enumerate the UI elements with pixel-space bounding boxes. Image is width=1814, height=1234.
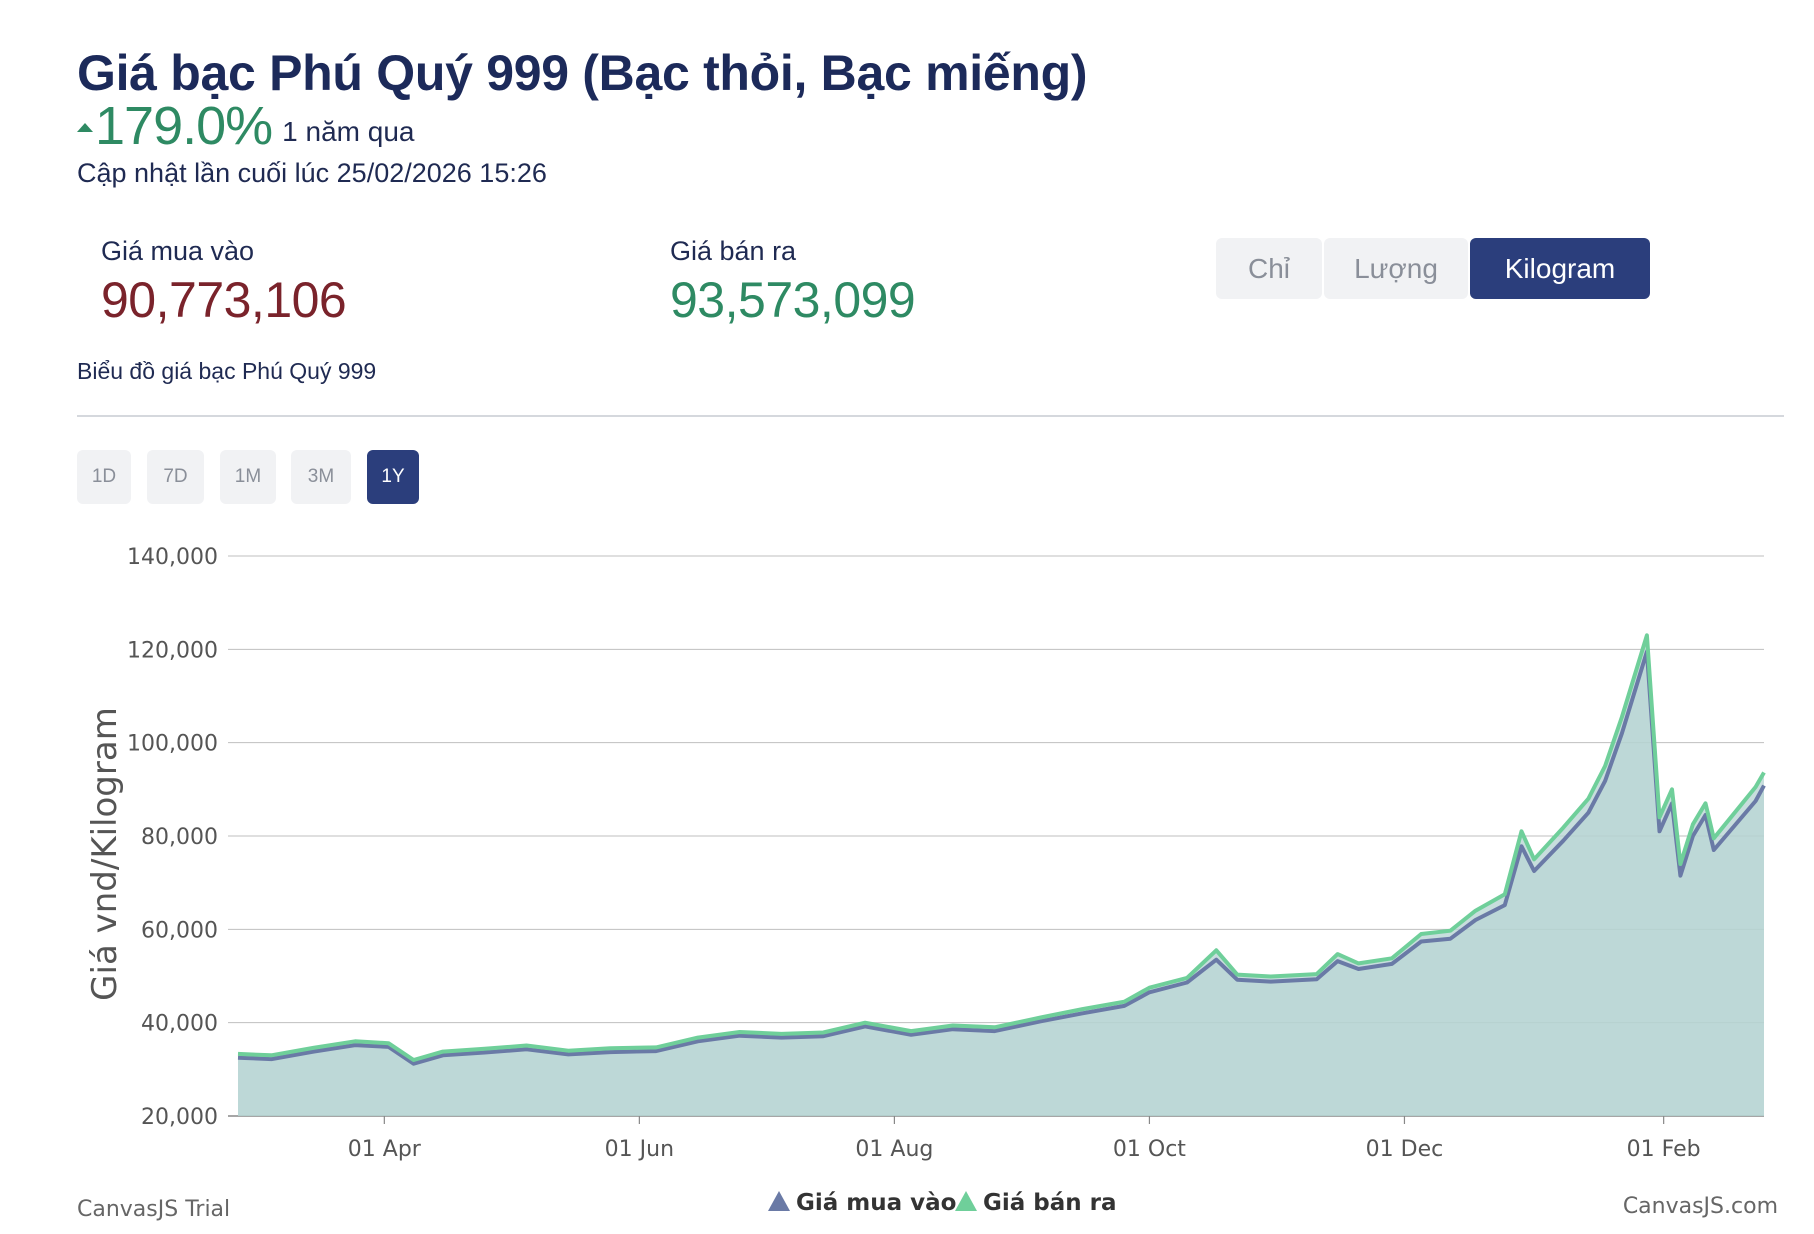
buy-price-label: Giá mua vào [101,236,255,266]
y-tick-label: 20,000 [141,1105,218,1130]
credit-left: CanvasJS Trial [77,1197,230,1222]
y-tick-label: 120,000 [127,638,218,663]
buy-price-block: Giá mua vào 90,773,106 [101,236,347,329]
unit-tab-kilogram[interactable]: Kilogram [1470,238,1650,299]
last-updated: Cập nhật lần cuối lúc 25/02/2026 15:26 [77,158,547,188]
change-period: 1 năm qua [282,116,415,147]
credit-right[interactable]: CanvasJS.com [1623,1194,1778,1219]
chart-caption: Biểu đồ giá bạc Phú Quý 999 [77,358,377,384]
price-chart: 20,000 40,000 60,000 80,000 100,000 120,000 14… [77,545,1778,1222]
sell-price-label: Giá bán ra [670,236,797,266]
x-tick-label: 01 Oct [1113,1137,1186,1162]
y-tick-label: 140,000 [127,545,218,570]
chart-area-layer [238,635,1764,1116]
legend-label-buy[interactable]: Giá mua vào [796,1190,956,1216]
x-tick-label: 01 Feb [1627,1137,1701,1162]
range-tab-1d[interactable]: 1D [77,450,131,504]
sell-price-block: Giá bán ra 93,573,099 [670,236,916,329]
y-tick-label: 40,000 [141,1012,218,1037]
change-percent: 179.0% [95,96,273,156]
divider [77,415,1784,417]
up-arrow-icon [77,123,93,132]
y-tick-label: 80,000 [141,825,218,850]
y-tick-label: 60,000 [141,918,218,943]
buy-price-value: 90,773,106 [101,272,347,328]
unit-tab-chi[interactable]: Chỉ [1216,238,1322,299]
series-line-buy [237,649,1766,1066]
price-change: 179.0% 1 năm qua [77,98,414,154]
sell-price-value: 93,573,099 [670,272,916,328]
area-fill-buy [238,651,1764,1116]
range-tab-1y[interactable]: 1Y [367,450,419,504]
page-title: Giá bạc Phú Quý 999 (Bạc thỏi, Bạc miếng… [77,45,1088,101]
chart-legend: Giá mua vào Giá bán ra [768,1190,1117,1216]
legend-label-sell[interactable]: Giá bán ra [983,1190,1117,1216]
legend-marker-sell [955,1191,977,1211]
range-tab-3m[interactable]: 3M [291,450,351,504]
x-tick-label: 01 Jun [605,1137,674,1162]
legend-marker-buy [768,1191,790,1211]
range-tab-7d[interactable]: 7D [147,450,204,504]
unit-selector: Chỉ Lượng Kilogram [1216,238,1652,299]
chart-line-layer [237,633,1766,1066]
unit-tab-luong[interactable]: Lượng [1324,238,1468,299]
y-axis-label: Giá vnd/Kilogram [85,707,125,1001]
range-tab-1m[interactable]: 1M [220,450,276,504]
y-tick-label: 100,000 [127,732,218,757]
x-tick-label: 01 Apr [348,1137,422,1162]
x-tick-label: 01 Dec [1366,1137,1444,1162]
x-tick-label: 01 Aug [855,1137,933,1162]
series-line-sell [237,633,1766,1062]
chart-axes: 20,000 40,000 60,000 80,000 100,000 120,000 14… [127,545,1701,1162]
